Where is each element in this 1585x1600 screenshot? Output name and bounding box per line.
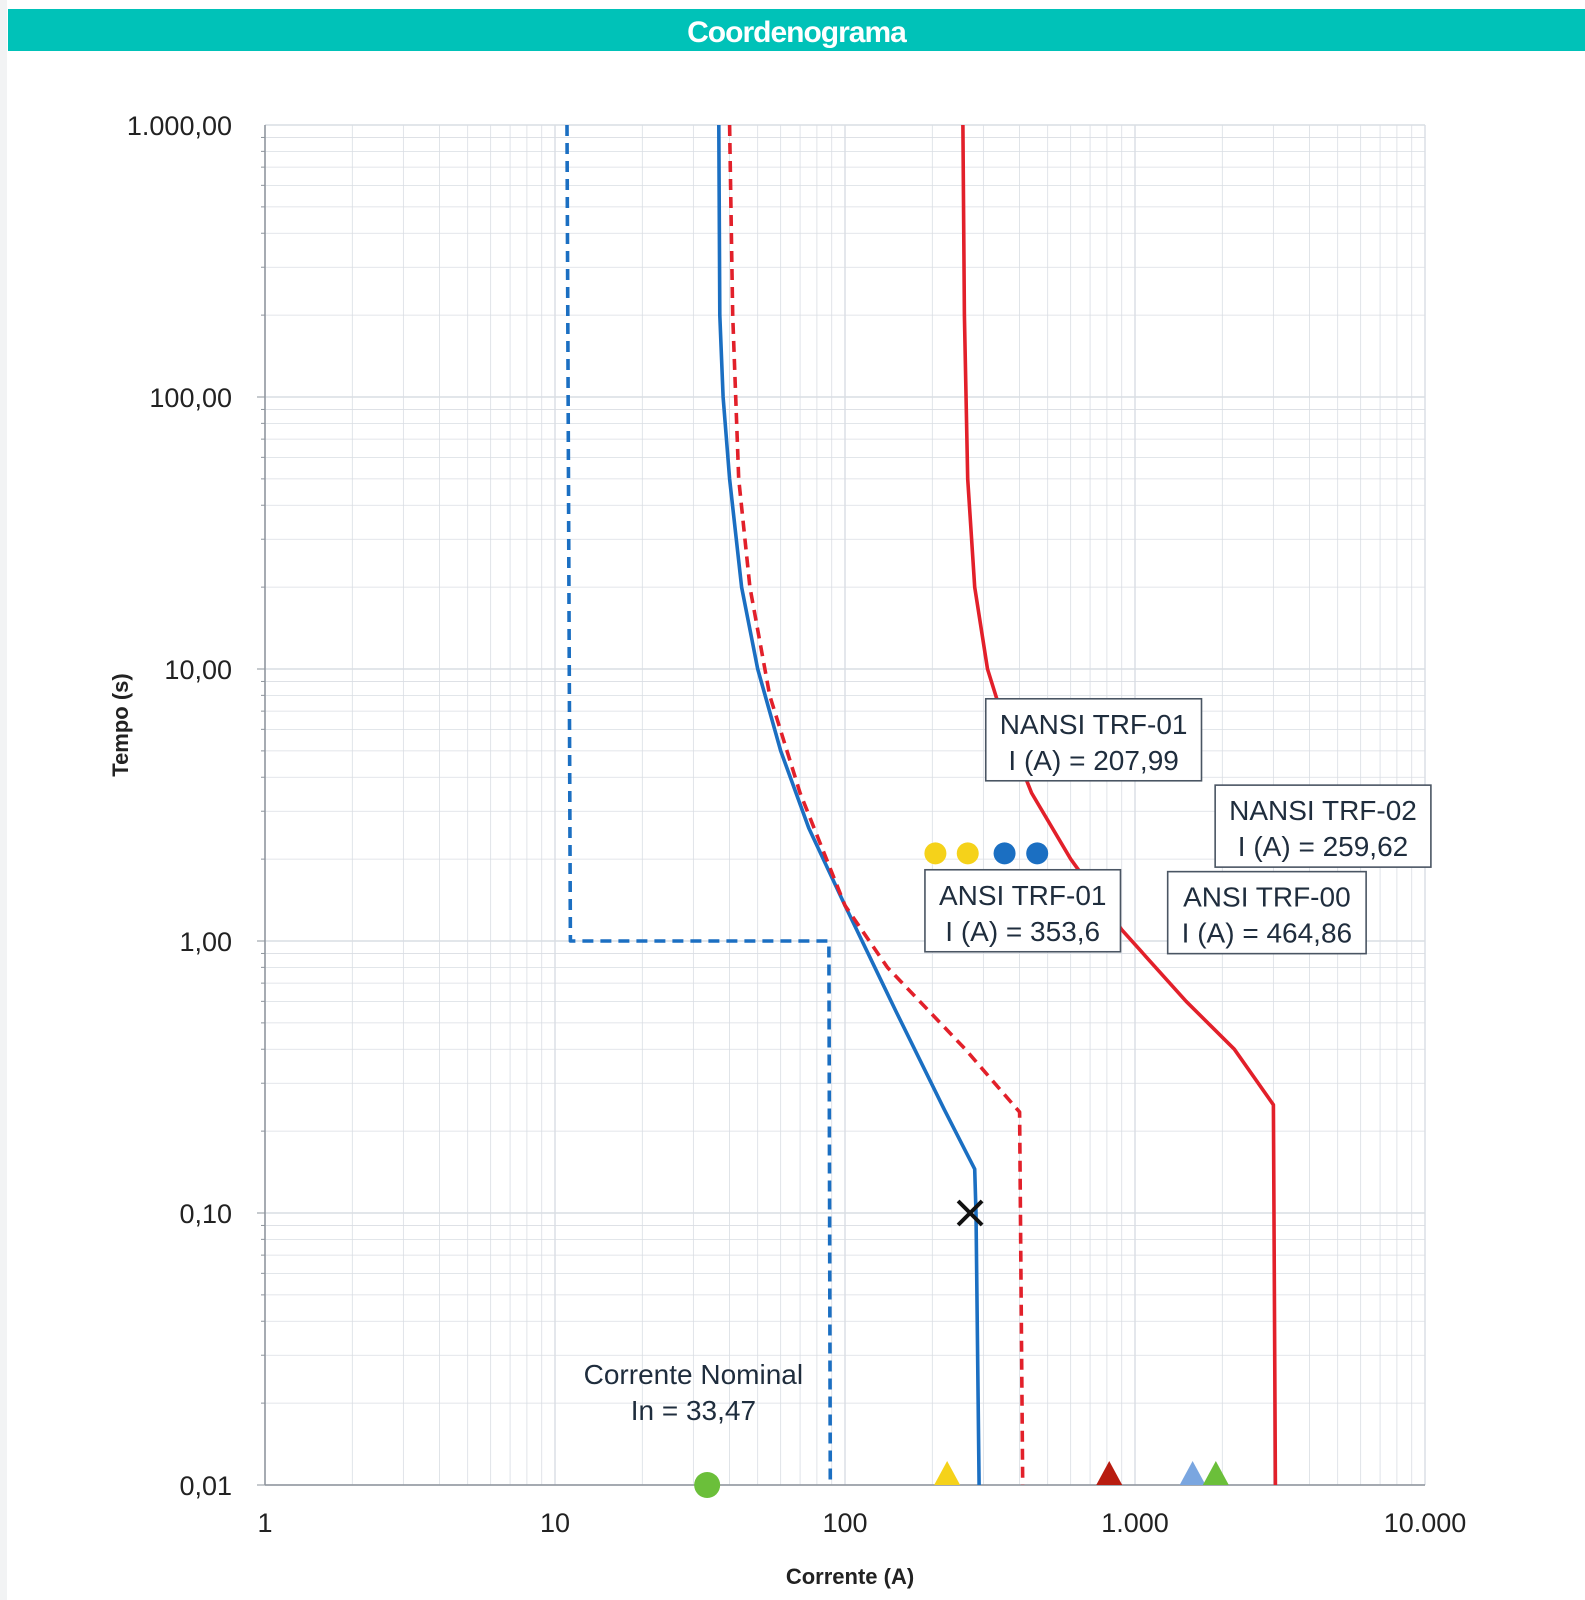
x-tick-label: 10.000 (1384, 1508, 1467, 1538)
y-tick-label: 1,00 (179, 927, 232, 957)
annotation-line: I (A) = 207,99 (1008, 745, 1178, 776)
series-layer (565, 124, 1278, 1486)
circle-marker (956, 842, 979, 865)
x-axis-title: Corrente (A) (786, 1564, 914, 1589)
annotation-box: ANSI TRF-01 I (A) = 353,6 (924, 868, 1122, 953)
annotation-line: NANSI TRF-01 (1000, 709, 1188, 740)
annotation-box: NANSI TRF-02 I (A) = 259,62 (1214, 784, 1432, 868)
y-axis-title: Tempo (s) (108, 673, 133, 776)
annotation-line: I (A) = 259,62 (1238, 831, 1408, 862)
annotation-frame (924, 868, 1122, 953)
dashed-red-curve (727, 124, 1025, 1486)
annotation-layer: NANSI TRF-01 I (A) = 207,99 NANSI TRF-02 I … (584, 697, 1432, 1426)
x-marker-stroke (956, 1199, 984, 1227)
axes: 1 10 100 1.000 10.000 0,01 0,10 1,00 10,00 100,00… (127, 111, 1466, 1538)
y-tick-label: 1.000,00 (127, 111, 232, 141)
annotation-line: I (A) = 353,6 (945, 916, 1100, 947)
annotation-line: NANSI TRF-02 (1229, 795, 1417, 826)
triangle-marker (934, 1461, 961, 1485)
x-tick-label: 1 (257, 1508, 272, 1538)
triangle-marker (1096, 1461, 1123, 1485)
circle-marker (993, 842, 1016, 865)
circle-marker (694, 1472, 721, 1498)
annotation-box: NANSI TRF-01 I (A) = 207,99 (984, 697, 1203, 782)
annotation-text: Corrente Nominal In = 33,47 (584, 1359, 803, 1426)
annotation-box: ANSI TRF-00 I (A) = 464,86 (1166, 870, 1367, 955)
annotation-frame (1166, 870, 1367, 955)
y-tick-label: 0,10 (179, 1199, 232, 1229)
annotation-line: Corrente Nominal (584, 1359, 803, 1390)
chart-title: Coordenograma (8, 9, 1585, 51)
circle-marker (1026, 842, 1049, 865)
solid-blue-curve (717, 124, 981, 1486)
y-tick-label: 10,00 (164, 655, 232, 685)
x-tick-label: 10 (540, 1508, 570, 1538)
annotation-frame (984, 697, 1203, 782)
annotation-frame (1214, 784, 1432, 868)
x-marker (956, 1199, 984, 1227)
solid-red-curve (961, 124, 1278, 1486)
triangle-marker (1202, 1461, 1229, 1485)
dashed-blue-curve (565, 124, 833, 1486)
triangle-marker (1179, 1461, 1206, 1485)
marker-layer (694, 842, 1229, 1498)
y-tick-label: 100,00 (149, 383, 232, 413)
x-tick-label: 100 (822, 1508, 867, 1538)
annotation-line: I (A) = 464,86 (1182, 918, 1352, 949)
x-tick-label: 1.000 (1101, 1508, 1169, 1538)
y-tick-label: 0,01 (179, 1471, 232, 1501)
annotation-line: In = 33,47 (631, 1395, 756, 1426)
annotation-line: ANSI TRF-01 (939, 880, 1107, 911)
circle-marker (924, 842, 947, 865)
window-edge (0, 0, 7, 1600)
annotation-line: ANSI TRF-00 (1183, 882, 1351, 913)
